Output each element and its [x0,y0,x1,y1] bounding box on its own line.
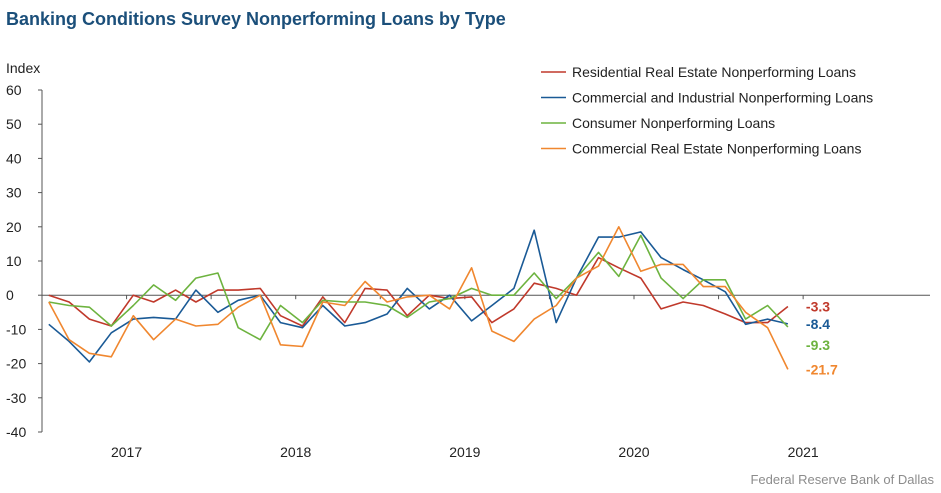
y-tick-label: -20 [6,356,26,372]
y-tick-label: -30 [6,390,26,406]
y-tick-label: 40 [6,150,22,166]
source-note: Federal Reserve Bank of Dallas [750,472,934,487]
y-tick-label: 20 [6,219,22,235]
y-axis-ticks: 60 50 40 30 20 10 0 -10 -20 -30 -40 [6,82,26,440]
series-line-4 [48,226,789,370]
y-tick-label: 50 [6,116,22,132]
y-axis-label: Index [6,60,40,76]
legend: Residential Real Estate Nonperforming Lo… [541,64,873,157]
series-line-3 [48,234,789,341]
y-tick-label: -10 [6,321,26,337]
end-value-label: -3.3 [806,298,830,314]
series-line-2 [48,229,789,363]
x-tick-label: 2021 [788,444,819,460]
x-axis: 2017 2018 2019 2020 2021 [38,89,930,460]
y-tick-label: 10 [6,253,22,269]
legend-entry: Commercial Real Estate Nonperforming Loa… [572,141,861,157]
x-tick-label: 2018 [280,444,311,460]
x-tick-label: 2020 [618,444,649,460]
series-end-labels: -3.3 -8.4 -9.3 -21.7 [806,298,838,377]
y-tick-label: 30 [6,185,22,201]
legend-entry: Commercial and Industrial Nonperforming … [572,90,873,106]
end-value-label: -9.3 [806,337,830,353]
chart-title: Banking Conditions Survey Nonperforming … [6,9,506,29]
y-tick-label: 0 [6,287,14,303]
end-value-label: -8.4 [806,316,830,332]
end-value-label: -21.7 [806,361,838,377]
x-tick-label: 2019 [449,444,480,460]
series-lines [48,226,789,370]
legend-entry: Consumer Nonperforming Loans [572,115,775,131]
y-tick-label: -40 [6,424,26,440]
legend-entry: Residential Real Estate Nonperforming Lo… [572,64,856,80]
y-tick-label: 60 [6,82,22,98]
x-tick-label: 2017 [111,444,142,460]
series-line-1 [48,256,789,327]
